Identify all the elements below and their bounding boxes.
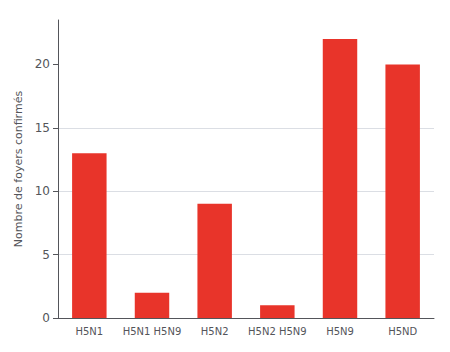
svg-text:Nombre de foyers confirmés: Nombre de foyers confirmés <box>12 91 25 248</box>
svg-text:H5N1 H5N9: H5N1 H5N9 <box>123 326 182 337</box>
svg-text:20: 20 <box>35 57 50 71</box>
svg-text:10: 10 <box>35 184 50 198</box>
svg-text:15: 15 <box>35 121 50 135</box>
svg-text:0: 0 <box>42 311 50 325</box>
svg-text:H5N2: H5N2 <box>201 326 229 337</box>
svg-text:H5N2 H5N9: H5N2 H5N9 <box>248 326 307 337</box>
svg-text:5: 5 <box>42 248 50 262</box>
svg-text:H5ND: H5ND <box>388 326 417 337</box>
svg-text:H5N1: H5N1 <box>75 326 103 337</box>
svg-text:H5N9: H5N9 <box>326 326 354 337</box>
